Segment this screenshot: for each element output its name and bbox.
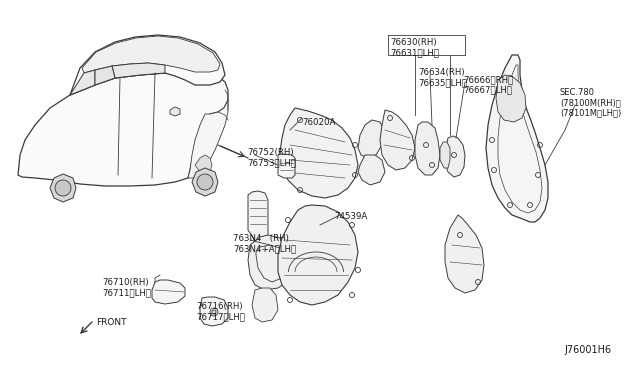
Polygon shape (445, 215, 484, 293)
Text: 76634(RH)
76635〈LH〉: 76634(RH) 76635〈LH〉 (418, 68, 467, 87)
Polygon shape (192, 168, 218, 196)
Text: FRONT: FRONT (96, 318, 127, 327)
Circle shape (210, 308, 218, 316)
Polygon shape (195, 155, 212, 175)
Text: 76630(RH)
76631〈LH〉: 76630(RH) 76631〈LH〉 (390, 38, 439, 57)
Text: 76752(RH)
76753〈LH〉: 76752(RH) 76753〈LH〉 (247, 148, 296, 167)
Circle shape (197, 174, 213, 190)
Polygon shape (278, 205, 358, 305)
Polygon shape (152, 280, 185, 304)
Polygon shape (70, 70, 95, 95)
Polygon shape (200, 297, 228, 326)
Polygon shape (252, 288, 278, 322)
Text: 74539A: 74539A (334, 212, 367, 221)
Text: 76710(RH)
76711〈LH〉: 76710(RH) 76711〈LH〉 (102, 278, 151, 297)
Polygon shape (496, 75, 526, 122)
Polygon shape (380, 110, 415, 170)
Polygon shape (82, 36, 220, 73)
Polygon shape (95, 66, 115, 85)
Polygon shape (280, 108, 358, 198)
Text: 763N4   (RH)
763N4+A〈LH〉: 763N4 (RH) 763N4+A〈LH〉 (233, 234, 296, 253)
Polygon shape (358, 120, 384, 158)
Polygon shape (188, 100, 228, 178)
Polygon shape (445, 136, 465, 177)
Polygon shape (486, 55, 548, 222)
Text: SEC.780
(78100M(RH)〉
(78101M〈LH〉): SEC.780 (78100M(RH)〉 (78101M〈LH〉) (560, 88, 621, 118)
Polygon shape (50, 174, 76, 202)
Text: 76716(RH)
76717〈LH〉: 76716(RH) 76717〈LH〉 (196, 302, 245, 321)
Polygon shape (248, 235, 296, 290)
Text: J76001H6: J76001H6 (565, 345, 612, 355)
Polygon shape (440, 142, 450, 168)
Polygon shape (112, 63, 165, 78)
Circle shape (55, 180, 71, 196)
Polygon shape (415, 122, 440, 175)
Text: 76020A: 76020A (302, 118, 335, 127)
Polygon shape (278, 154, 295, 178)
Polygon shape (358, 155, 385, 185)
Text: 76666〈RH〉
76667〈LH〉: 76666〈RH〉 76667〈LH〉 (463, 75, 513, 94)
Polygon shape (18, 72, 228, 186)
Polygon shape (170, 107, 180, 116)
Polygon shape (248, 191, 268, 245)
Polygon shape (70, 35, 225, 95)
